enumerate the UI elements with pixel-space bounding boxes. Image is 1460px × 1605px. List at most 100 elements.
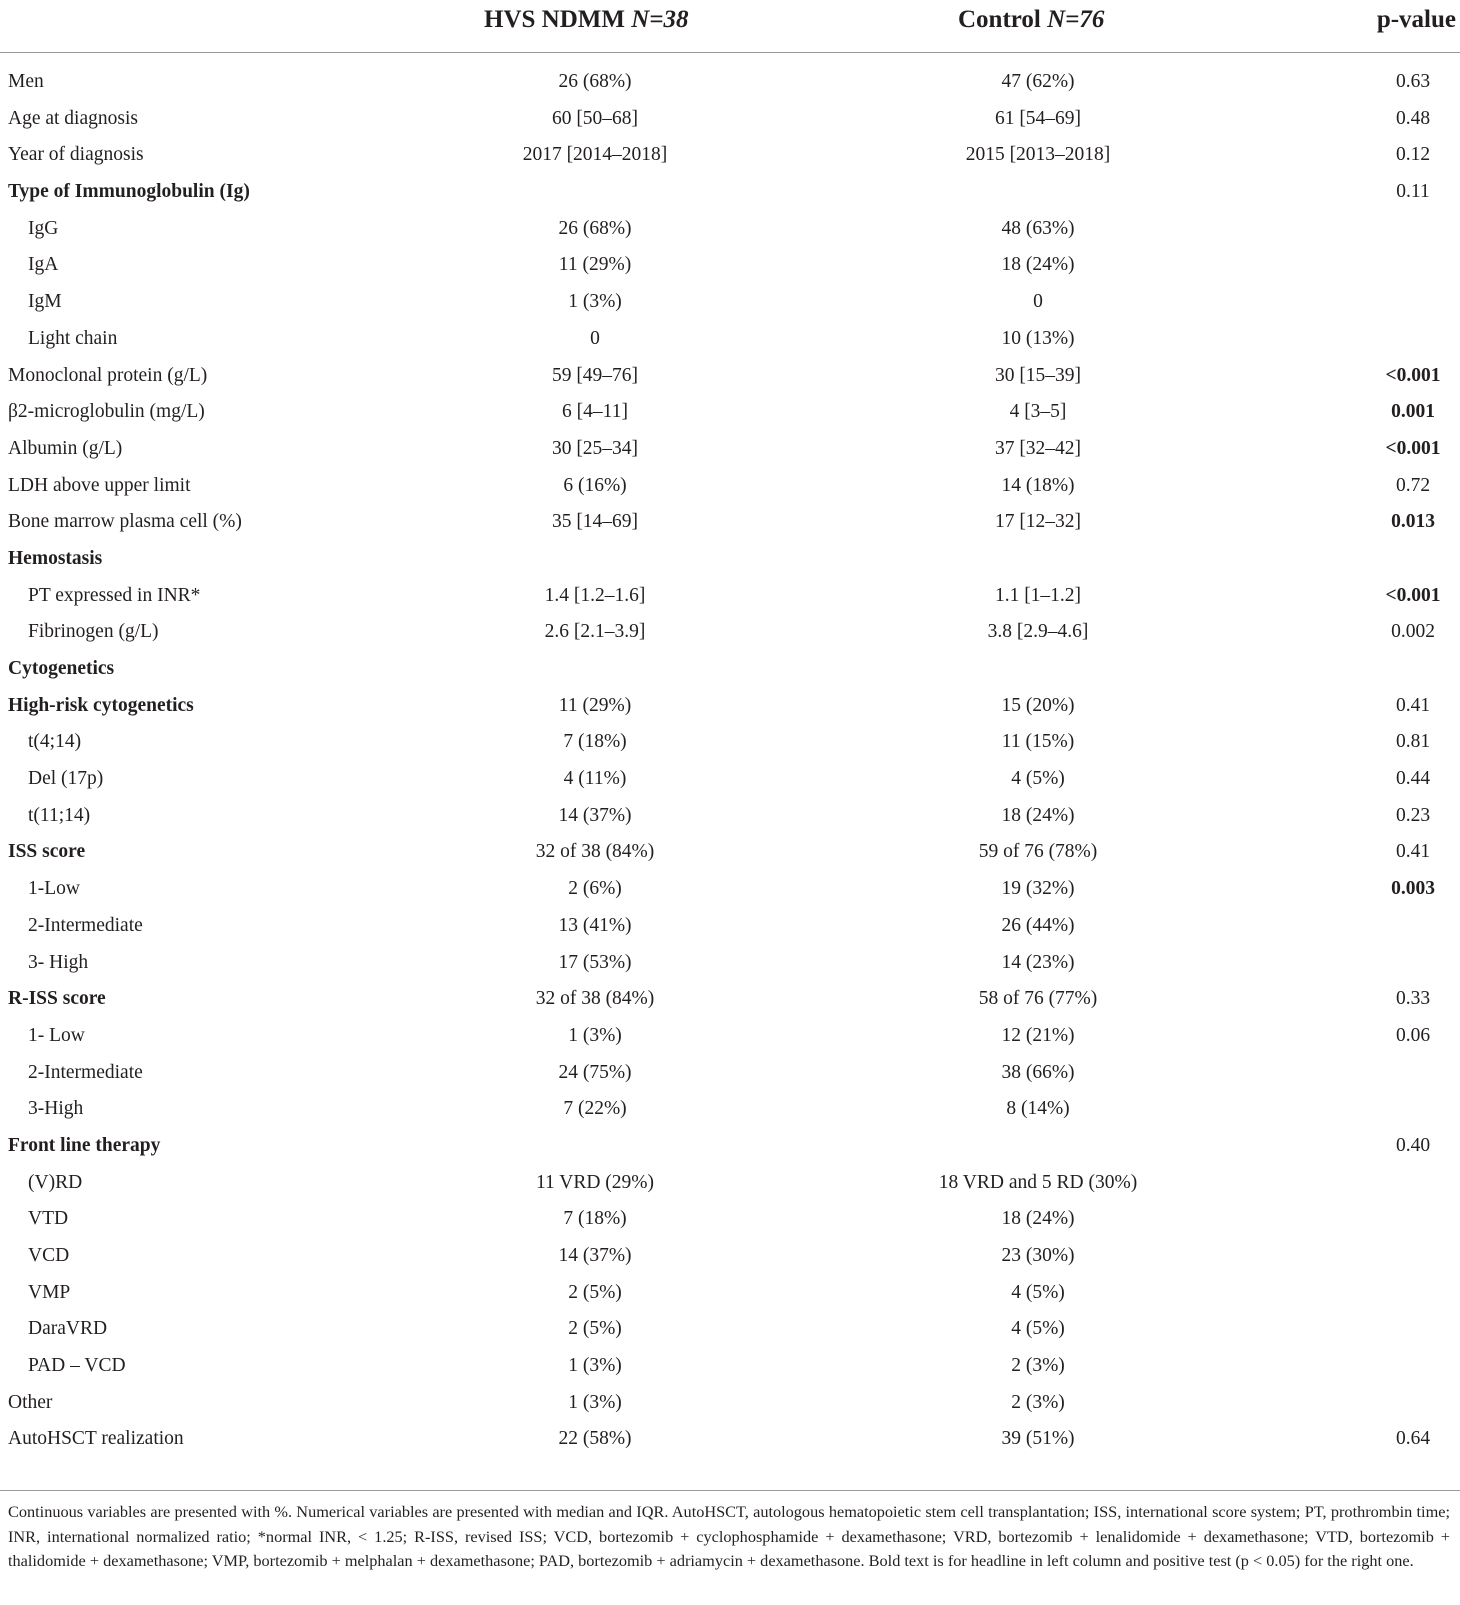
row-hvs-value: 4 (11%)	[563, 768, 627, 790]
table-row: PAD – VCD 1 (3%) 2 (3%)	[0, 1348, 1460, 1385]
row-label: Men	[8, 71, 44, 92]
row-label: AutoHSCT realization	[8, 1428, 184, 1450]
row-label: Other	[8, 1391, 53, 1413]
row-label: VTD	[28, 1208, 69, 1230]
row-hvs-value: 11 (29%)	[558, 254, 632, 276]
row-control-value: 59 of 76 (78%)	[978, 841, 1098, 863]
row-control-value: 17 [12–32]	[994, 511, 1082, 533]
row-hvs-value: 1 (3%)	[568, 291, 622, 313]
row-control-value: 23 (30%)	[1001, 1245, 1075, 1266]
row-label: IgA	[28, 254, 59, 276]
row-hvs-value: 1 (3%)	[568, 1024, 622, 1046]
header-hvs-n: N=38	[631, 6, 689, 33]
row-hvs-value: 0	[590, 327, 600, 349]
row-hvs-value: 2 (6%)	[568, 878, 622, 900]
row-label: VMP	[28, 1281, 71, 1303]
table-row: Del (17p) 4 (11%) 4 (5%) 0.44	[0, 761, 1460, 798]
table-row: 2-Intermediate 24 (75%) 38 (66%)	[0, 1055, 1460, 1092]
row-label: 1- Low	[28, 1024, 85, 1046]
row-label: Year of diagnosis	[8, 144, 144, 166]
row-control-value: 12 (21%)	[1001, 1024, 1075, 1046]
row-label: ISS score	[8, 841, 86, 863]
table-footnote: Continuous variables are presented with …	[8, 1502, 1450, 1571]
row-label: (V)RD	[28, 1171, 83, 1193]
table-row: R-ISS score 32 of 38 (84%) 58 of 76 (77%) 0…	[0, 981, 1460, 1018]
table-row: Other 1 (3%) 2 (3%)	[0, 1385, 1460, 1422]
row-control-value: 2 (3%)	[1011, 1355, 1065, 1377]
row-p-value: <0.001	[1385, 584, 1441, 606]
row-p-value: 0.41	[1395, 694, 1431, 716]
table-row: Front line therapy 0.40	[0, 1128, 1460, 1165]
row-p-value: 0.06	[1395, 1024, 1431, 1046]
row-label: β2-microglobulin (mg/L)	[8, 401, 205, 423]
row-label: Cytogenetics	[8, 658, 115, 679]
table-row: 3-High 7 (22%) 8 (14%)	[0, 1091, 1460, 1128]
row-control-value: 26 (44%)	[1001, 914, 1075, 936]
row-label: Albumin (g/L)	[8, 437, 123, 459]
row-label: 3- High	[28, 951, 89, 973]
row-hvs-value: 22 (58%)	[558, 1428, 632, 1450]
table-row: 2-Intermediate 13 (41%) 26 (44%)	[0, 908, 1460, 945]
row-label: DaraVRD	[28, 1318, 108, 1340]
row-control-value: 38 (66%)	[1001, 1061, 1075, 1083]
row-label: 1-Low	[28, 878, 80, 900]
row-label: High-risk cytogenetics	[8, 694, 194, 716]
row-hvs-value: 59 [49–76]	[551, 364, 639, 386]
row-label: Monoclonal protein (g/L)	[8, 364, 208, 386]
row-label: IgM	[28, 291, 62, 313]
table-row: t(11;14) 14 (37%) 18 (24%) 0.23	[0, 798, 1460, 835]
row-label: IgG	[28, 217, 59, 239]
row-control-value: 4 (5%)	[1011, 768, 1065, 790]
row-control-value: 39 (51%)	[1001, 1428, 1075, 1450]
table-row: 1- Low 1 (3%) 12 (21%) 0.06	[0, 1018, 1460, 1055]
table-row: ISS score 32 of 38 (84%) 59 of 76 (78%) 0.4…	[0, 834, 1460, 871]
row-label: Type of Immunoglobulin (Ig)	[8, 181, 250, 203]
row-control-value: 0	[1033, 291, 1043, 313]
row-p-value: 0.003	[1391, 878, 1435, 900]
table-row: High-risk cytogenetics 11 (29%) 15 (20%) 0.…	[0, 688, 1460, 725]
row-hvs-value: 7 (22%)	[563, 1098, 627, 1120]
table-row: Year of diagnosis 2017 [2014–2018] 2015 [2…	[0, 137, 1460, 174]
table-row: 3- High 17 (53%) 14 (23%)	[0, 945, 1460, 982]
row-p-value: 0.63	[1395, 71, 1431, 92]
row-p-value: 0.81	[1395, 731, 1431, 753]
table-row: IgA 11 (29%) 18 (24%)	[0, 247, 1460, 284]
table-row: β2-microglobulin (mg/L) 6 [4–11] 4 [3–5] 0.…	[0, 394, 1460, 431]
header-control-label: Control	[958, 6, 1048, 33]
table-row: LDH above upper limit 6 (16%) 14 (18%) 0.72	[0, 468, 1460, 505]
row-control-value: 4 (5%)	[1011, 1318, 1065, 1340]
table-header-row: HVS NDMM N=38 Control N=76 p-value	[0, 0, 1460, 53]
row-control-value: 18 (24%)	[1001, 804, 1075, 826]
row-hvs-value: 6 [4–11]	[562, 401, 628, 423]
row-hvs-value: 1.4 [1.2–1.6]	[544, 584, 646, 606]
row-label: Del (17p)	[28, 768, 104, 790]
table-row: Men 26 (68%) 47 (62%) 0.63	[0, 64, 1460, 101]
table-row: t(4;14) 7 (18%) 11 (15%) 0.81	[0, 724, 1460, 761]
table-row: PT expressed in INR* 1.4 [1.2–1.6] 1.1 [1–…	[0, 578, 1460, 615]
row-label: 2-Intermediate	[28, 1061, 143, 1083]
table-row: Hemostasis	[0, 541, 1460, 578]
row-p-value: 0.40	[1395, 1134, 1431, 1156]
row-p-value: 0.12	[1395, 144, 1431, 166]
row-control-value: 47 (62%)	[1001, 71, 1075, 92]
row-control-value: 11 (15%)	[1001, 731, 1075, 753]
row-hvs-value: 26 (68%)	[558, 71, 632, 92]
row-p-value: <0.001	[1385, 437, 1441, 459]
row-p-value: 0.48	[1395, 107, 1431, 129]
table-row: Albumin (g/L) 30 [25–34] 37 [32–42] <0.001	[0, 431, 1460, 468]
row-label: PAD – VCD	[28, 1355, 126, 1377]
row-control-value: 19 (32%)	[1001, 878, 1075, 900]
row-label: PT expressed in INR*	[28, 584, 201, 606]
row-hvs-value: 2 (5%)	[568, 1318, 622, 1340]
table-row: IgM 1 (3%) 0	[0, 284, 1460, 321]
header-control: Control N=76	[958, 4, 1104, 36]
row-control-value: 4 [3–5]	[1009, 401, 1067, 423]
row-hvs-value: 1 (3%)	[568, 1355, 622, 1377]
row-label: 3-High	[28, 1098, 84, 1120]
row-hvs-value: 7 (18%)	[563, 731, 627, 753]
row-control-value: 10 (13%)	[1001, 327, 1075, 349]
row-p-value: 0.002	[1391, 621, 1435, 643]
table-row: Light chain 0 10 (13%)	[0, 321, 1460, 358]
row-hvs-value: 35 [14–69]	[551, 511, 639, 533]
row-hvs-value: 6 (16%)	[563, 474, 627, 496]
